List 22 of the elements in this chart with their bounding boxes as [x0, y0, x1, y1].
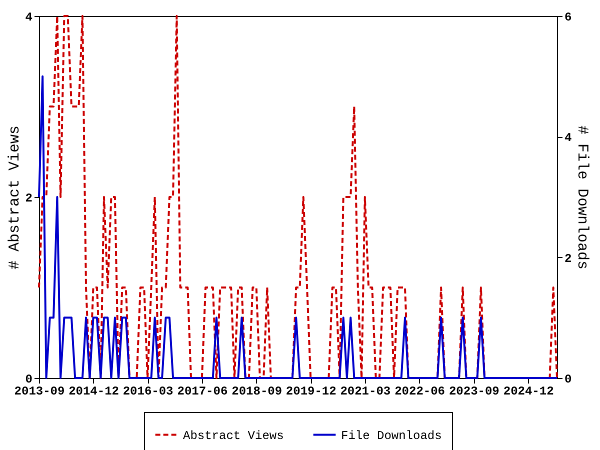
legend-label: File Downloads [341, 428, 442, 443]
y2-tick-label: 0 [564, 372, 572, 386]
y2-tick-label: 4 [564, 131, 572, 146]
x-tick-label: 2023-09 [448, 384, 500, 398]
x-tick-label: 2013-09 [14, 384, 65, 398]
x-tick-label: 2021-03 [340, 384, 391, 398]
y-axis-title: # Abstract Views [6, 125, 24, 270]
x-tick-label: 2014-12 [68, 384, 119, 398]
y-tick-label: 4 [25, 10, 32, 24]
y2-axis-title: # File Downloads [574, 125, 591, 270]
x-tick-label: 2019-12 [286, 384, 336, 398]
y-tick-label: 0 [25, 372, 32, 386]
x-tick-label: 2024-12 [503, 384, 554, 398]
x-tick-label: 2018-09 [232, 384, 282, 398]
x-tick-label: 2022-06 [394, 384, 445, 398]
y2-tick-label: 6 [564, 10, 572, 24]
y2-tick-label: 2 [564, 252, 572, 266]
x-tick-label: 2017-06 [177, 384, 228, 398]
line-series [38, 75, 558, 379]
y-tick-label: 2 [25, 192, 32, 206]
legend-label: Abstract Views [183, 428, 284, 443]
x-tick-label: 2016-03 [122, 384, 174, 398]
